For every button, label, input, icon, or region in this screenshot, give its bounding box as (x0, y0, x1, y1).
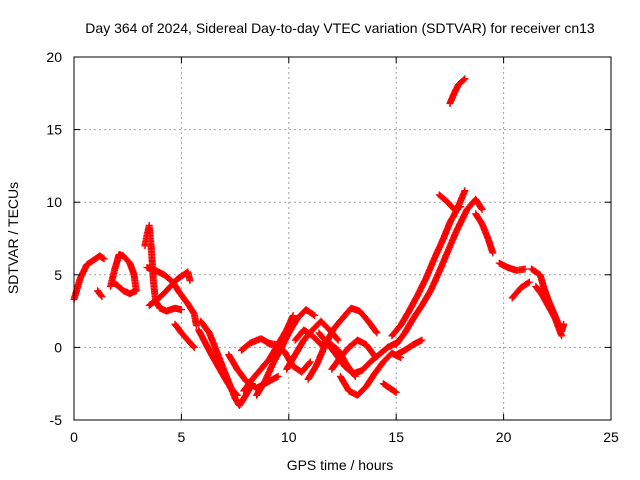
data-point-markers (532, 282, 566, 340)
series-track-31 (532, 282, 566, 340)
data-point-markers (495, 259, 529, 274)
series-track-27 (446, 75, 469, 107)
series-track-3 (107, 251, 140, 298)
y-tick-label: 0 (54, 339, 62, 355)
data-point-markers (107, 251, 140, 298)
data-point-markers (336, 349, 404, 399)
y-axis-label: SDTVAR / TECUs (5, 182, 21, 294)
y-tick-label: -5 (50, 412, 63, 428)
data-point-markers (328, 336, 379, 373)
series-track-26 (472, 210, 497, 257)
data-point-markers (508, 278, 533, 302)
data-point-markers (143, 264, 200, 330)
series-track-6 (145, 268, 194, 309)
series-track-29 (508, 278, 533, 302)
series-track-11 (240, 312, 297, 395)
series-track-21 (379, 380, 400, 396)
plot-frame (73, 56, 612, 421)
x-axis-label: GPS time / hours (287, 457, 394, 473)
x-tick-label: 20 (496, 429, 512, 445)
series-track-20 (336, 349, 404, 399)
y-tick-label: 10 (46, 194, 62, 210)
series-track-25 (435, 191, 465, 213)
data-point-markers (253, 306, 319, 399)
data-points (70, 75, 568, 409)
grid-lines (74, 57, 611, 420)
data-point-markers (392, 195, 486, 348)
axis-ticks: 0 5 10 15 20 25 -5 0 5 10 15 20 (46, 49, 619, 445)
data-point-markers (145, 268, 194, 309)
data-point-markers (379, 380, 400, 396)
data-point-markers (195, 326, 241, 399)
data-point-markers (446, 75, 469, 107)
y-tick-label: 15 (46, 122, 62, 138)
data-point-markers (472, 210, 497, 257)
chart-title: Day 364 of 2024, Sidereal Day-to-day VTE… (85, 20, 595, 36)
data-point-markers (392, 336, 426, 359)
x-tick-label: 15 (388, 429, 404, 445)
series-track-13 (253, 306, 319, 399)
series-track-24 (392, 195, 486, 348)
data-point-markers (141, 221, 185, 315)
series-track-7 (171, 320, 198, 351)
data-point-markers (94, 287, 106, 301)
x-tick-label: 10 (281, 429, 297, 445)
series-track-4 (141, 221, 185, 315)
x-tick-label: 5 (178, 429, 186, 445)
y-tick-label: 5 (54, 267, 62, 283)
series-track-19 (328, 336, 379, 373)
series-track-9 (195, 326, 241, 399)
data-point-markers (240, 312, 297, 395)
series-track-2 (94, 287, 106, 301)
y-tick-label: 20 (46, 49, 62, 65)
data-point-markers (171, 320, 198, 351)
series-track-28 (495, 259, 529, 274)
series-track-5 (143, 264, 200, 330)
series-track-22 (392, 336, 426, 359)
x-tick-label: 25 (603, 429, 619, 445)
data-point-markers (435, 191, 465, 213)
x-tick-label: 0 (70, 429, 78, 445)
